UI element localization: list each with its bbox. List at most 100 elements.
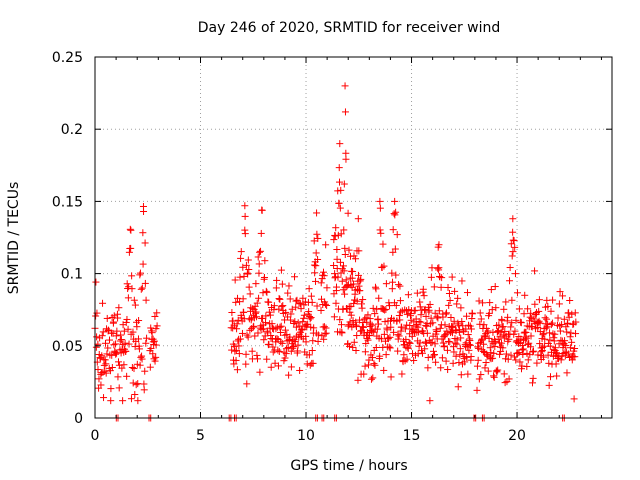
data-point <box>317 306 325 314</box>
data-point <box>404 343 412 351</box>
data-point <box>421 345 429 353</box>
data-point <box>291 338 299 346</box>
data-point <box>343 282 351 290</box>
data-point <box>436 273 444 281</box>
data-point-peak <box>341 82 349 90</box>
data-point <box>285 371 293 379</box>
data-point <box>240 272 248 280</box>
data-point <box>364 336 372 344</box>
data-point <box>245 283 253 291</box>
data-point <box>438 354 446 362</box>
data-point <box>295 299 303 307</box>
data-point <box>504 313 512 321</box>
data-point <box>348 274 356 282</box>
data-point <box>262 319 270 327</box>
data-point <box>275 295 283 303</box>
data-point <box>341 290 349 298</box>
data-point <box>435 264 443 272</box>
y-tick-label: 0.05 <box>52 339 83 355</box>
data-point <box>507 351 515 359</box>
data-point <box>482 359 490 367</box>
data-point <box>376 352 384 360</box>
data-point <box>278 339 286 347</box>
data-point <box>149 350 157 358</box>
data-point <box>477 371 485 379</box>
data-point <box>143 334 151 342</box>
data-point <box>300 311 308 319</box>
data-point <box>113 327 121 335</box>
data-point <box>527 343 535 351</box>
x-tick-label: 20 <box>508 428 526 444</box>
data-point <box>314 337 322 345</box>
data-point <box>309 359 317 367</box>
data-point <box>133 323 141 331</box>
data-point <box>272 284 280 292</box>
data-point <box>350 252 358 260</box>
data-point <box>490 373 498 381</box>
data-point <box>360 370 368 378</box>
data-point <box>235 350 243 358</box>
data-point <box>270 302 278 310</box>
data-point <box>103 350 111 358</box>
data-point <box>510 330 518 338</box>
data-point <box>386 302 394 310</box>
data-point <box>257 229 265 237</box>
data-point <box>347 311 355 319</box>
data-point-peak <box>391 197 399 205</box>
data-point <box>320 323 328 331</box>
data-point <box>265 340 273 348</box>
data-point <box>232 356 240 364</box>
data-point <box>538 348 546 356</box>
data-point <box>439 313 447 321</box>
data-point <box>394 335 402 343</box>
data-point <box>120 327 128 335</box>
data-point <box>510 353 518 361</box>
data-point <box>441 321 449 329</box>
data-point <box>392 208 400 216</box>
data-point <box>342 149 350 157</box>
data-point <box>342 155 350 163</box>
data-point <box>396 282 404 290</box>
data-point <box>102 369 110 377</box>
data-point <box>99 368 107 376</box>
data-point <box>511 327 519 335</box>
data-point <box>524 356 532 364</box>
data-point-peak <box>258 206 266 214</box>
data-point <box>115 384 123 392</box>
data-point <box>262 312 270 320</box>
data-point <box>369 354 377 362</box>
data-point <box>380 330 388 338</box>
data-point <box>128 363 136 371</box>
data-point <box>388 269 396 277</box>
data-point <box>377 335 385 343</box>
data-point <box>253 351 261 359</box>
data-point <box>376 226 384 234</box>
data-point <box>322 329 330 337</box>
data-point <box>152 341 160 349</box>
data-point <box>455 321 463 329</box>
data-point <box>151 357 159 365</box>
data-point <box>278 303 286 311</box>
data-point-peak <box>509 215 517 223</box>
data-point <box>452 352 460 360</box>
data-point <box>260 336 268 344</box>
data-point <box>454 294 462 302</box>
data-point <box>114 358 122 366</box>
data-point <box>228 308 236 316</box>
data-point <box>94 366 102 374</box>
data-point <box>512 316 520 324</box>
data-point <box>336 316 344 324</box>
data-points <box>91 82 580 422</box>
data-point <box>277 338 285 346</box>
data-point <box>357 275 365 283</box>
data-point <box>313 302 321 310</box>
data-point <box>507 323 515 331</box>
data-point <box>125 340 133 348</box>
data-point <box>500 370 508 378</box>
grid <box>95 57 612 418</box>
y-tick-label: 0.1 <box>61 267 83 283</box>
data-point <box>340 267 348 275</box>
data-point <box>340 180 348 188</box>
data-point <box>252 309 260 317</box>
